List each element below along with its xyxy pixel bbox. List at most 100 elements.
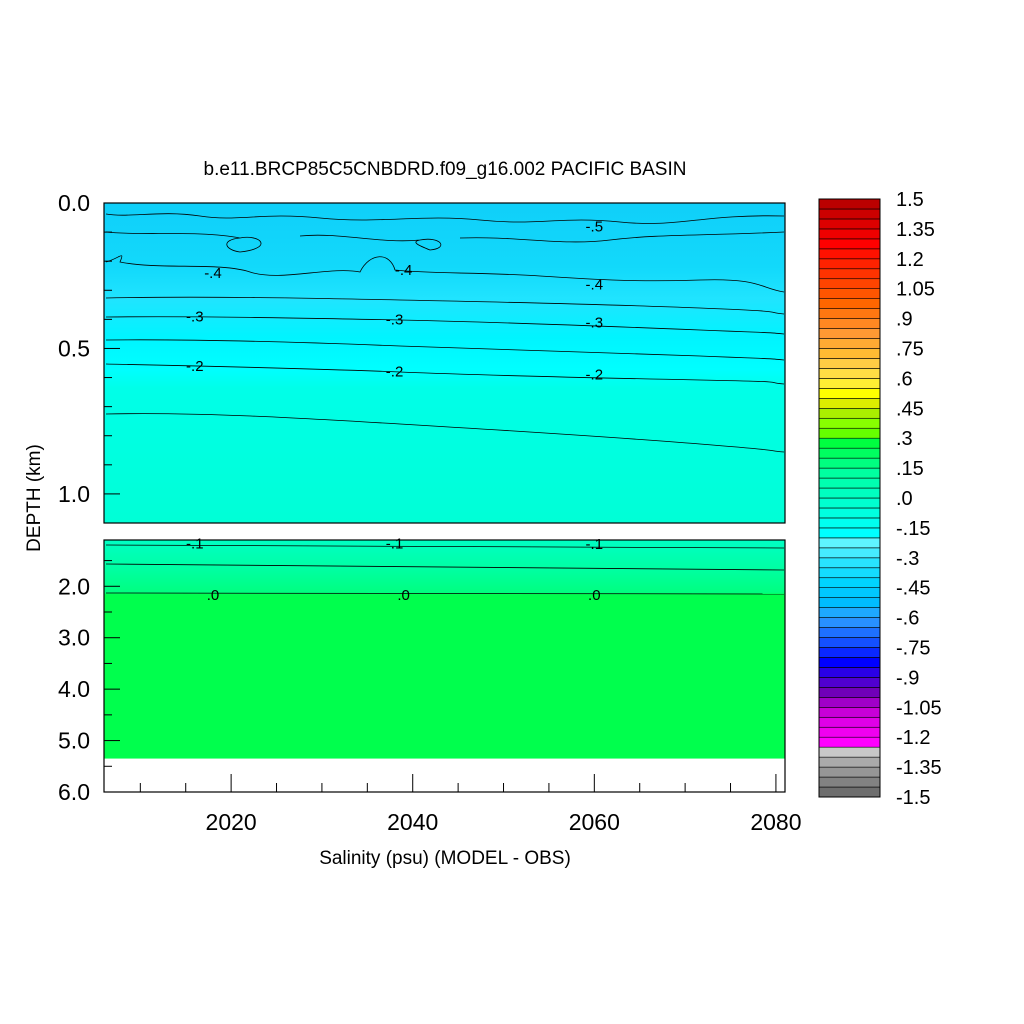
colorbar-label: .45 (896, 398, 924, 420)
contour-label: -.4 (395, 262, 413, 279)
upper-panel-field (104, 203, 785, 523)
colorbar-frame (818, 198, 881, 798)
colorbar-swatch (818, 617, 881, 628)
colorbar-swatch (818, 627, 881, 638)
colorbar-label: .6 (896, 368, 913, 390)
contour-label: -.4 (586, 276, 604, 293)
contour-line (105, 363, 785, 385)
colorbar-label: -1.05 (896, 697, 942, 719)
contour-line (105, 339, 785, 361)
colorbar-swatch (818, 786, 881, 798)
contour-line (105, 255, 785, 293)
contour-line (105, 296, 785, 315)
contour-label: -.3 (386, 311, 404, 328)
y-axis-lower: 2.0 3.0 4.0 5.0 6.0 (58, 560, 120, 805)
upper-contour-lines (105, 213, 785, 453)
colorbar-swatch (818, 766, 881, 778)
contour-label: -.3 (586, 314, 604, 331)
chart-title: b.e11.BRCP85C5CNBDRD.f09_g16.002 PACIFIC… (204, 159, 687, 180)
colorbar-swatch (818, 497, 881, 509)
colorbar-swatch (818, 398, 881, 409)
colorbar-swatch (818, 368, 881, 379)
colorbar-swatch (818, 378, 881, 389)
colorbar-swatch (818, 597, 881, 608)
colorbar-swatch (818, 298, 881, 309)
y-tick-label: 5.0 (58, 728, 90, 754)
colorbar-swatch (818, 607, 881, 618)
colorbar-label: .3 (896, 428, 913, 450)
contour-label: -.2 (186, 358, 204, 375)
colorbar-swatch (818, 776, 881, 788)
colorbar-swatch (818, 417, 881, 429)
lower-panel (103, 539, 786, 793)
colorbar-swatch (818, 567, 881, 579)
colorbar-swatch (818, 756, 881, 768)
colorbar-swatch (818, 198, 881, 210)
colorbar-swatch (818, 677, 881, 688)
colorbar-swatch (818, 477, 881, 489)
colorbar-swatch (818, 238, 881, 250)
colorbar-swatch (818, 258, 881, 270)
colorbar-label: -.6 (896, 608, 919, 630)
x-tick-label: 2020 (206, 809, 257, 835)
colorbar-swatch (818, 278, 881, 290)
colorbar-label: .9 (896, 309, 913, 331)
colorbar-swatch (818, 338, 881, 349)
contour-label: -.1 (186, 536, 204, 553)
colorbar-swatch (818, 388, 881, 399)
colorbar-swatch (818, 308, 881, 319)
contour-label: .0 (397, 587, 410, 604)
colorbar-swatch (818, 697, 881, 708)
colorbar-swatch (818, 716, 881, 728)
contour-label: -.5 (586, 218, 604, 235)
colorbar-swatch (818, 228, 881, 240)
colorbar-swatch (818, 218, 881, 230)
colorbar-swatch (818, 457, 881, 469)
y-tick-label: 4.0 (58, 676, 90, 702)
colorbar-swatch (818, 667, 881, 678)
x-axis-label: Salinity (psu) (MODEL - OBS) (319, 848, 571, 869)
colorbar-swatch (818, 726, 881, 738)
colorbar-swatch (818, 537, 881, 549)
y-tick-label: 3.0 (58, 625, 90, 651)
colorbar-swatch (818, 706, 881, 718)
colorbar-swatch (818, 358, 881, 369)
y-tick-label: 2.0 (58, 573, 90, 599)
colorbar-swatch (818, 736, 881, 748)
colorbar-label: .75 (896, 339, 924, 361)
colorbar-label: .15 (896, 458, 924, 480)
colorbar-swatch (818, 467, 881, 479)
colorbar-swatch (818, 657, 881, 668)
colorbar-swatch (818, 507, 881, 519)
contour-label: -.2 (586, 367, 604, 384)
contour-line (105, 231, 785, 253)
colorbar-swatch (818, 557, 881, 569)
colorbar-swatch (818, 407, 881, 419)
colorbar-label: 1.2 (896, 249, 924, 271)
colorbar-label: 1.35 (896, 219, 935, 241)
contour-line (105, 413, 785, 453)
colorbar-swatch (818, 437, 881, 449)
x-tick-label: 2040 (387, 809, 438, 835)
colorbar-swatch (818, 288, 881, 299)
contour-label: .0 (588, 587, 601, 604)
colorbar-swatch (818, 328, 881, 339)
colorbar-swatch (818, 447, 881, 459)
colorbar: 1.5 1.35 1.2 1.05 .9 .75 .6 .45 .3 .15 .0 -.15 -.3 -.… (818, 189, 942, 809)
contour-labels: -.5 -.4 -.4 -.4 -.3 -.3 -.3 -.2 -.2 -.2 -.1 -.1 -.1.… (186, 218, 603, 604)
y-tick-label: 1.0 (58, 481, 90, 507)
colorbar-swatch (818, 348, 881, 359)
contour-label: -.4 (204, 265, 222, 282)
contour-line (105, 592, 785, 595)
lower-panel-field (104, 540, 785, 759)
lower-panel-frame (103, 539, 786, 793)
colorbar-label: -.15 (896, 518, 930, 540)
contour-label: -.1 (386, 536, 404, 553)
y-tick-label: 6.0 (58, 779, 90, 805)
y-tick-label: 0.5 (58, 335, 90, 361)
colorbar-swatch (818, 427, 881, 439)
colorbar-label: 1.5 (896, 189, 924, 211)
x-tick-label: 2060 (569, 809, 620, 835)
colorbar-label: -.9 (896, 667, 919, 689)
colorbar-label: -1.2 (896, 727, 930, 749)
